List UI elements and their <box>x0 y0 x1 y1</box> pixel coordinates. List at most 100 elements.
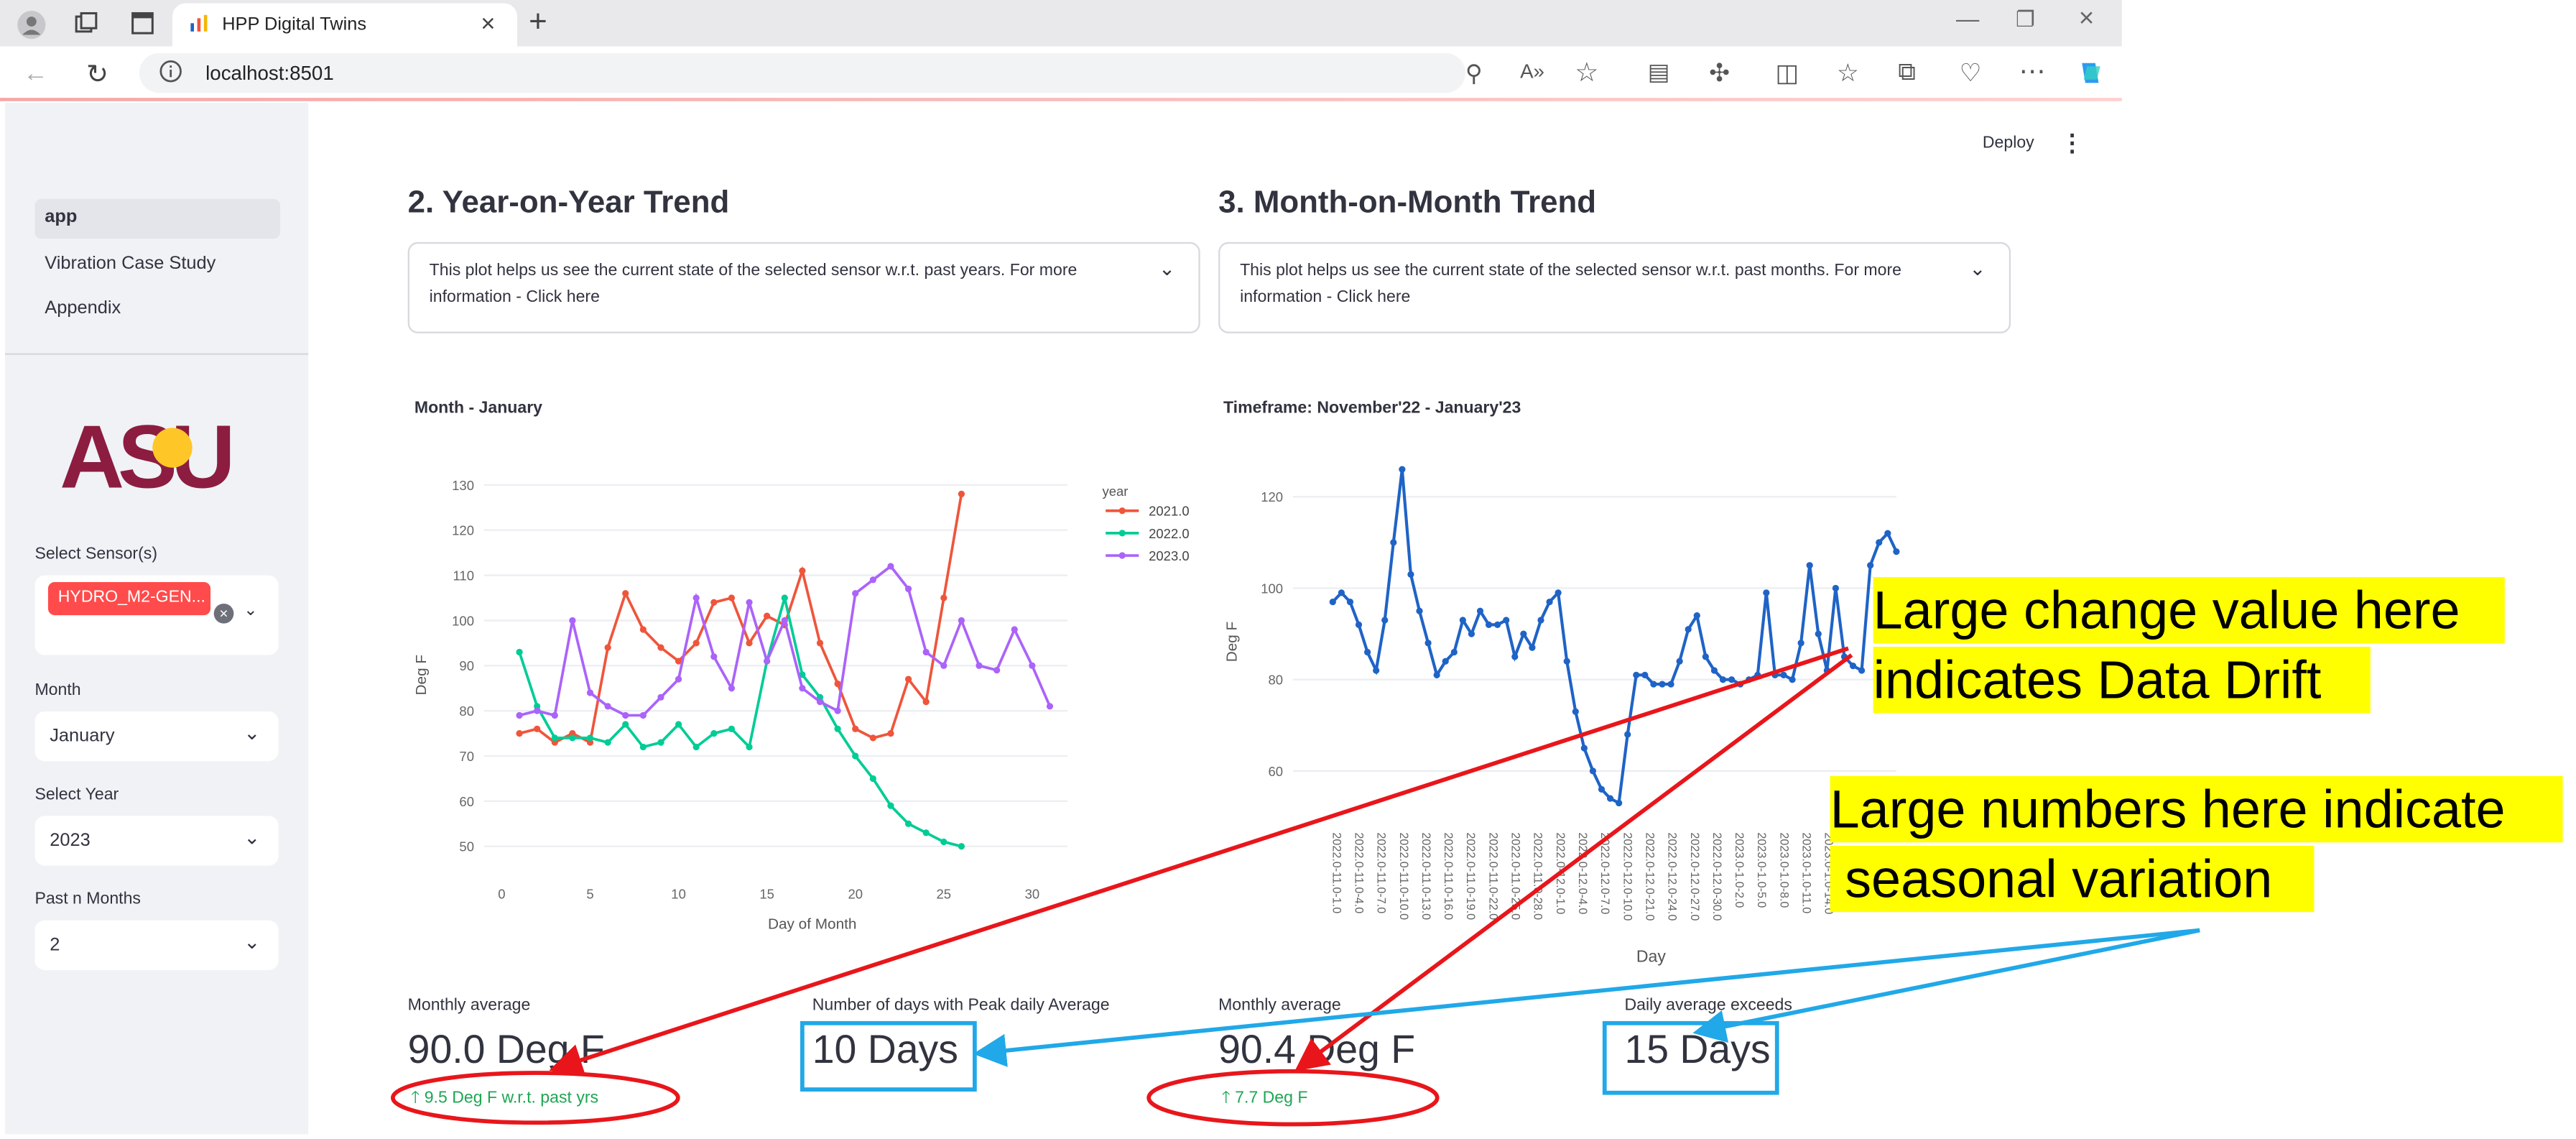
more-icon[interactable]: ⋯ <box>2019 57 2046 86</box>
sidebar-item-appendix[interactable]: Appendix <box>45 298 121 319</box>
yoy-legend-marker <box>1118 552 1126 559</box>
pastn-select[interactable]: 2 ⌄ <box>34 920 279 970</box>
yoy-point <box>852 725 859 732</box>
chevron-down-icon[interactable]: ⌄ <box>1969 257 1986 280</box>
restore-icon[interactable]: ❐ <box>2016 6 2035 32</box>
yoy-point <box>1029 662 1036 669</box>
mom-point <box>1598 785 1606 793</box>
yoy-ytick-label: 80 <box>459 704 474 719</box>
yoy-title: 2. Year-on-Year Trend <box>407 185 730 221</box>
year-select[interactable]: 2023 ⌄ <box>34 816 279 866</box>
chevron-down-icon[interactable]: ⌄ <box>244 721 261 745</box>
chevron-down-icon[interactable]: ⌄ <box>244 930 261 954</box>
main-menu-icon[interactable]: ⋮ <box>2060 129 2084 156</box>
mom-point <box>1702 653 1709 660</box>
mom-point <box>1650 681 1657 688</box>
yoy-point <box>622 711 629 719</box>
chevron-down-icon[interactable]: ⌄ <box>244 826 261 849</box>
metric-mom-avg-label: Monthly average <box>1218 996 1341 1015</box>
yoy-point <box>692 594 700 601</box>
yoy-point <box>657 739 664 746</box>
minimize-icon[interactable]: — <box>1955 4 1980 32</box>
mom-xtick-label: 2022.0-11.0-1.0 <box>1330 832 1343 913</box>
tab-title: HPP Digital Twins <box>222 14 367 35</box>
mom-ytick-label: 120 <box>1261 489 1283 504</box>
browser-tab[interactable]: HPP Digital Twins × <box>172 3 517 47</box>
yoy-xtick-label: 0 <box>498 887 505 902</box>
copilot-icon[interactable] <box>2075 58 2105 96</box>
clear-icon[interactable]: × <box>213 603 234 624</box>
yoy-point <box>586 689 594 696</box>
mom-expander[interactable]: This plot helps us see the current state… <box>1218 241 2011 333</box>
extensions-icon[interactable]: ✣ <box>1709 60 1731 88</box>
pastn-label: Past n Months <box>34 890 141 909</box>
read-aloud-icon[interactable]: A» <box>1520 60 1544 83</box>
yoy-xtick-label: 10 <box>671 887 686 902</box>
chevron-down-icon[interactable]: ⌄ <box>244 601 258 621</box>
mom-point <box>1416 607 1423 614</box>
back-icon[interactable]: ← <box>23 60 48 88</box>
sidebar-item-vibration[interactable]: Vibration Case Study <box>45 254 216 274</box>
sensor-chip[interactable]: HYDRO_M2-GEN... <box>47 581 211 616</box>
mom-point <box>1710 667 1718 674</box>
mom-chart-title: Timeframe: November'22 - January'23 <box>1223 398 1521 417</box>
year-label: Select Year <box>34 785 119 805</box>
zoom-icon[interactable]: ⚲ <box>1465 60 1483 86</box>
yoy-legend-label: 2021.0 <box>1149 504 1189 519</box>
yoy-point <box>869 734 876 742</box>
chevron-down-icon[interactable]: ⌄ <box>1159 257 1176 280</box>
yoy-point <box>1011 626 1018 633</box>
workspaces-icon[interactable] <box>73 10 100 42</box>
mom-point <box>1563 658 1570 665</box>
yoy-point <box>799 671 806 678</box>
refresh-icon[interactable]: ↻ <box>85 61 108 90</box>
browser-essentials-icon[interactable]: ♡ <box>1959 60 1982 88</box>
mom-point <box>1572 708 1579 715</box>
split-screen-icon[interactable]: ◫ <box>1775 60 1799 88</box>
mom-point <box>1867 562 1874 569</box>
mom-point <box>1659 681 1666 688</box>
highlight-ellipse-mom-delta <box>1146 1069 1440 1127</box>
yoy-point <box>639 711 647 719</box>
deploy-button[interactable]: Deploy <box>1982 134 2034 153</box>
delta-text: 9.5 Deg F w.r.t. past yrs <box>424 1089 599 1108</box>
yoy-point <box>834 707 841 714</box>
address-field[interactable]: localhost:8501 <box>139 52 1465 93</box>
reader-icon[interactable]: ▤ <box>1647 57 1670 85</box>
yoy-point <box>675 658 682 665</box>
yoy-legend-title: year <box>1103 484 1129 499</box>
collections-icon[interactable]: ⧉ <box>1898 57 1916 86</box>
mom-point <box>1685 626 1692 633</box>
mom-point <box>1485 621 1493 628</box>
yoy-legend-marker <box>1118 507 1126 515</box>
sensor-multiselect[interactable]: HYDRO_M2-GEN... × ⌄ <box>34 575 279 655</box>
yoy-point <box>799 685 806 692</box>
mom-point <box>1884 530 1891 537</box>
mom-point <box>1494 621 1501 628</box>
close-window-icon[interactable]: × <box>2078 4 2095 34</box>
mom-xtick-label: 2023.0-1.0-5.0 <box>1755 832 1768 908</box>
mom-point <box>1676 658 1683 665</box>
yoy-point <box>940 662 948 669</box>
yoy-point <box>887 563 894 570</box>
new-tab-button[interactable]: + <box>529 4 547 40</box>
sidebar-item-app[interactable]: app <box>34 198 280 239</box>
site-info-icon[interactable] <box>159 60 182 91</box>
mom-point <box>1346 598 1354 606</box>
favorite-star-icon[interactable]: ☆ <box>1575 60 1599 88</box>
yoy-point <box>675 675 682 683</box>
metric-monthly-avg-delta: 🡑 9.5 Deg F w.r.t. past yrs <box>411 1086 598 1114</box>
yoy-expander[interactable]: This plot helps us see the current state… <box>407 241 1200 333</box>
yoy-point <box>852 752 859 760</box>
yoy-point <box>657 644 664 651</box>
month-select[interactable]: January ⌄ <box>34 711 279 762</box>
drift-callout-line2: indicates Data Drift <box>1873 646 2371 714</box>
mom-point <box>1355 621 1363 628</box>
asu-logo-text: ASU <box>60 407 231 500</box>
yoy-point <box>728 725 736 732</box>
close-tab-icon[interactable]: × <box>481 9 496 39</box>
yoy-point <box>958 490 965 498</box>
favorites-icon[interactable]: ☆ <box>1836 60 1859 88</box>
profile-icon[interactable] <box>17 10 47 45</box>
tab-actions-icon[interactable] <box>129 10 156 42</box>
